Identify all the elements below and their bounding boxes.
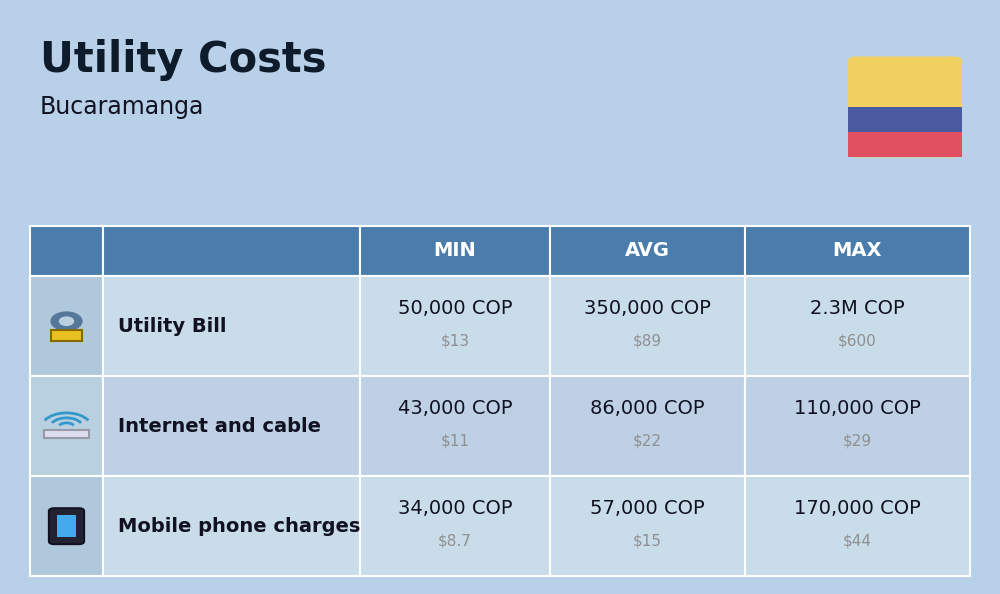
Text: $22: $22 [633, 434, 662, 448]
Text: 110,000 COP: 110,000 COP [794, 399, 921, 418]
Text: 34,000 COP: 34,000 COP [398, 499, 512, 518]
Text: AVG: AVG [625, 242, 670, 260]
Text: 57,000 COP: 57,000 COP [590, 499, 705, 518]
Text: $89: $89 [633, 334, 662, 349]
Text: $600: $600 [838, 334, 877, 349]
Text: $29: $29 [843, 434, 872, 448]
Text: $13: $13 [440, 334, 470, 349]
Text: MAX: MAX [833, 242, 882, 260]
Text: 350,000 COP: 350,000 COP [584, 299, 711, 318]
Text: 43,000 COP: 43,000 COP [398, 399, 512, 418]
Text: $11: $11 [440, 434, 470, 448]
Text: Mobile phone charges: Mobile phone charges [118, 517, 360, 536]
Text: $44: $44 [843, 533, 872, 548]
Text: 2.3M COP: 2.3M COP [810, 299, 905, 318]
Text: 170,000 COP: 170,000 COP [794, 499, 921, 518]
Text: 50,000 COP: 50,000 COP [398, 299, 512, 318]
Text: Utility Costs: Utility Costs [40, 39, 326, 81]
Text: MIN: MIN [434, 242, 476, 260]
Text: Utility Bill: Utility Bill [118, 317, 226, 336]
Text: $15: $15 [633, 533, 662, 548]
Text: 86,000 COP: 86,000 COP [590, 399, 705, 418]
Text: Internet and cable: Internet and cable [118, 417, 321, 435]
Text: Bucaramanga: Bucaramanga [40, 95, 204, 119]
Text: $8.7: $8.7 [438, 533, 472, 548]
